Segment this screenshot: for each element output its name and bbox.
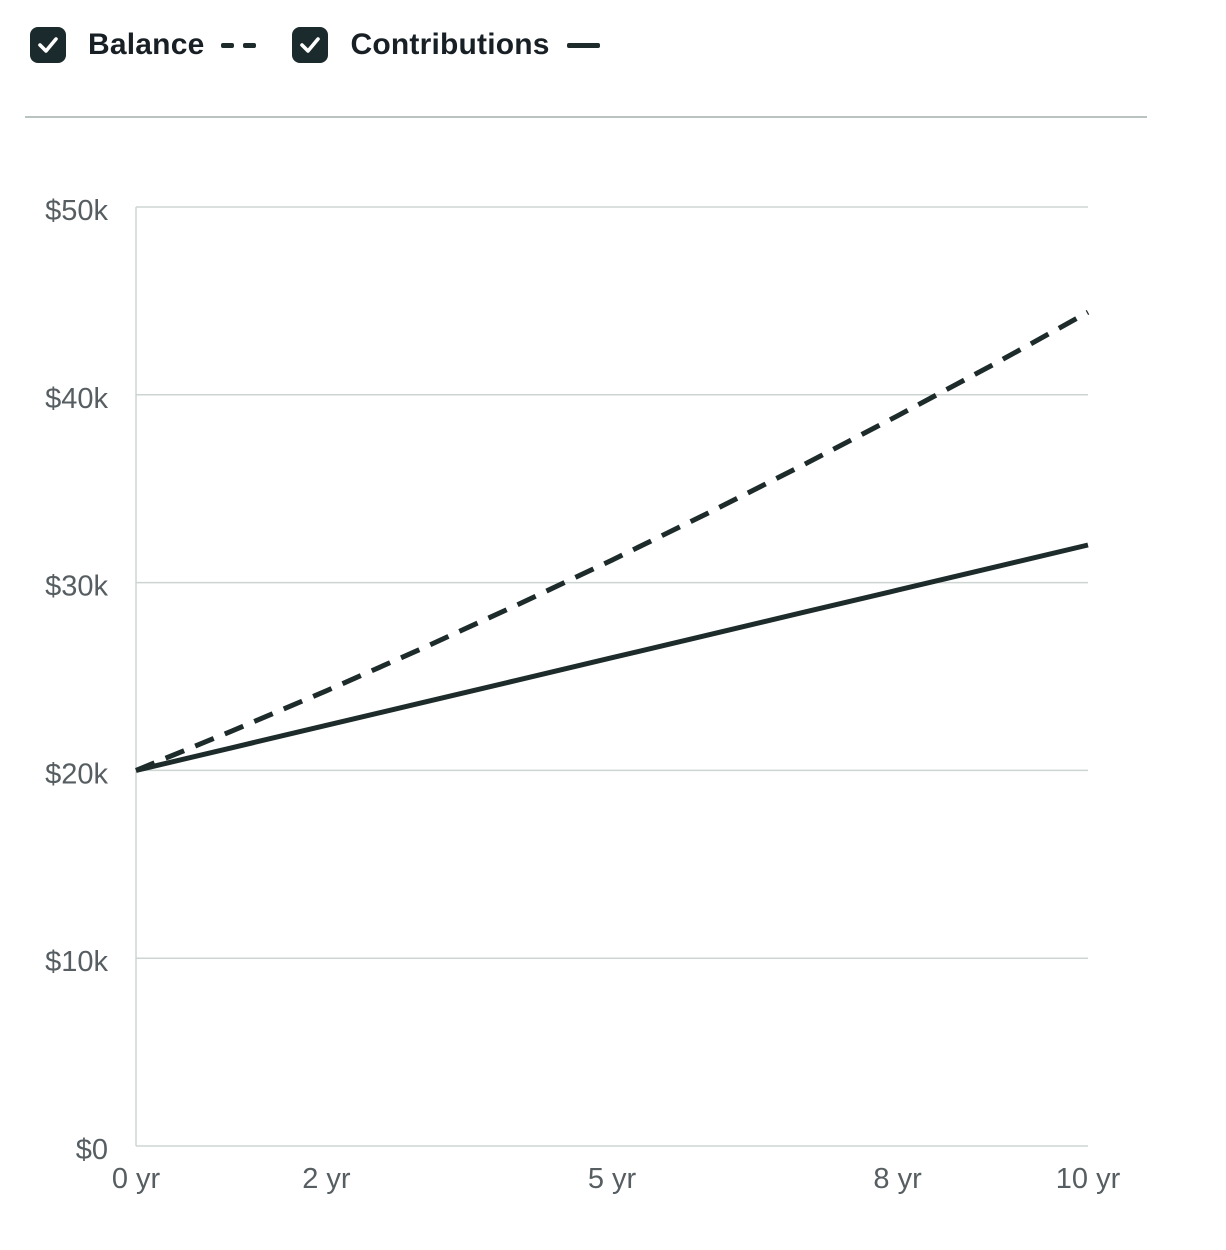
legend-item-balance[interactable]: Balance xyxy=(30,27,257,63)
y-tick-label: $50k xyxy=(45,195,108,227)
solid-segment xyxy=(566,42,600,48)
solid-line-sample xyxy=(566,42,600,48)
x-tick-label: 0 yr xyxy=(112,1163,161,1195)
dashed-line-sample xyxy=(221,42,257,48)
legend-label-contributions: Contributions xyxy=(350,28,550,61)
x-tick-label: 10 yr xyxy=(1056,1163,1121,1195)
contributions-checkbox[interactable] xyxy=(292,27,329,63)
checkmark-icon xyxy=(38,37,58,53)
x-tick-label: 2 yr xyxy=(302,1163,351,1195)
dash-segment xyxy=(221,42,235,48)
x-tick-label: 5 yr xyxy=(588,1163,637,1195)
series-line-balance xyxy=(135,310,1090,773)
divider xyxy=(25,116,1147,118)
legend-label-balance: Balance xyxy=(88,28,205,61)
y-tick-label: $0 xyxy=(76,1134,108,1166)
x-tick-label: 8 yr xyxy=(873,1163,922,1195)
dash-segment xyxy=(243,42,257,48)
y-tick-label: $10k xyxy=(45,946,108,978)
chart-legend: Balance Contributions xyxy=(30,27,600,63)
series-line-contributions xyxy=(135,542,1089,773)
y-tick-label: $40k xyxy=(45,383,108,415)
checkmark-icon xyxy=(300,37,321,53)
legend-item-contributions[interactable]: Contributions xyxy=(292,27,600,63)
balance-checkbox[interactable] xyxy=(30,27,66,63)
y-tick-label: $20k xyxy=(45,758,108,790)
y-tick-label: $30k xyxy=(45,571,108,603)
